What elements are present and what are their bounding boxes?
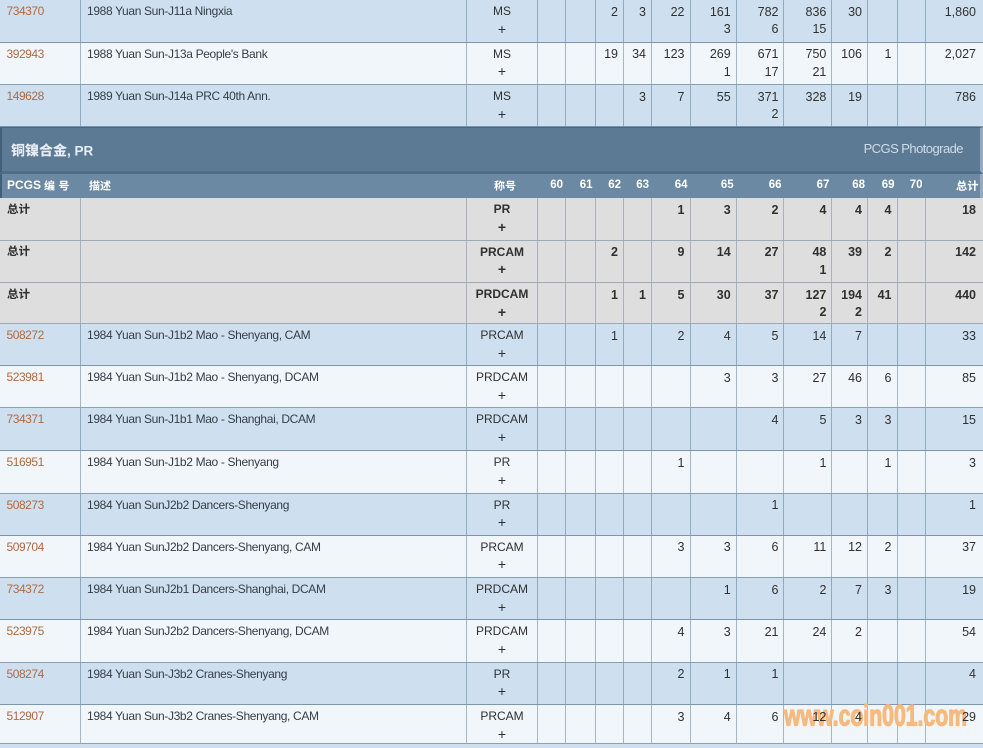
svg-text:www.coin001.com: www.coin001.com (783, 700, 967, 733)
